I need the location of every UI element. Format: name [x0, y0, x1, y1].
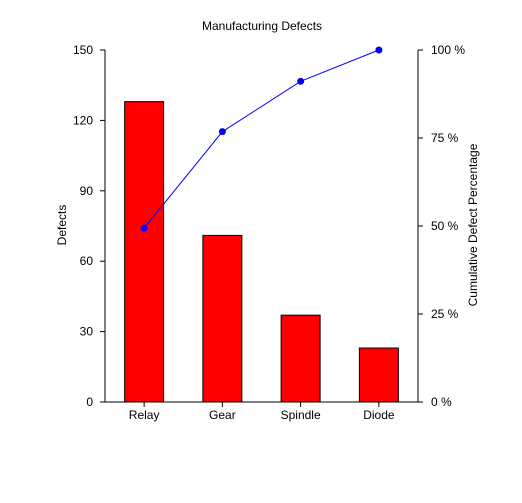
- chart-title: Manufacturing Defects: [202, 19, 322, 33]
- bar: [124, 101, 165, 403]
- x-tick-label: Relay: [129, 408, 160, 422]
- cumulative-line: [143, 49, 380, 229]
- cumulative-point: [375, 46, 383, 54]
- y2-tick-label: 0 %: [431, 395, 452, 409]
- y-tick-label: 30: [80, 325, 94, 339]
- y-tick-label: 150: [73, 43, 93, 57]
- plot-area: 0 30 60 90 120 150 0 % 25 % 50 % 75 % 100 % Relay Ge…: [73, 43, 465, 422]
- y-axis-label: Defects: [55, 205, 69, 246]
- cumulative-point: [297, 77, 305, 85]
- y2-tick-label: 50 %: [431, 219, 459, 233]
- x-tick-label: Diode: [363, 408, 395, 422]
- bar: [280, 314, 321, 403]
- y-tick-label: 60: [80, 254, 94, 268]
- y-tick-label: 90: [80, 184, 94, 198]
- x-tick-label: Gear: [209, 408, 236, 422]
- y2-tick-label: 75 %: [431, 131, 459, 145]
- y2-tick-label: 25 %: [431, 307, 459, 321]
- y2-tick-label: 100 %: [431, 43, 465, 57]
- y-tick-label: 0: [86, 395, 93, 409]
- cumulative-point: [218, 128, 226, 136]
- x-tick-label: Spindle: [281, 408, 321, 422]
- cumulative-point: [140, 224, 148, 232]
- bar: [358, 347, 399, 403]
- y-tick-label: 120: [73, 113, 93, 127]
- y2-axis-label: Cumulative Defect Percentage: [466, 143, 480, 306]
- bar: [202, 234, 243, 403]
